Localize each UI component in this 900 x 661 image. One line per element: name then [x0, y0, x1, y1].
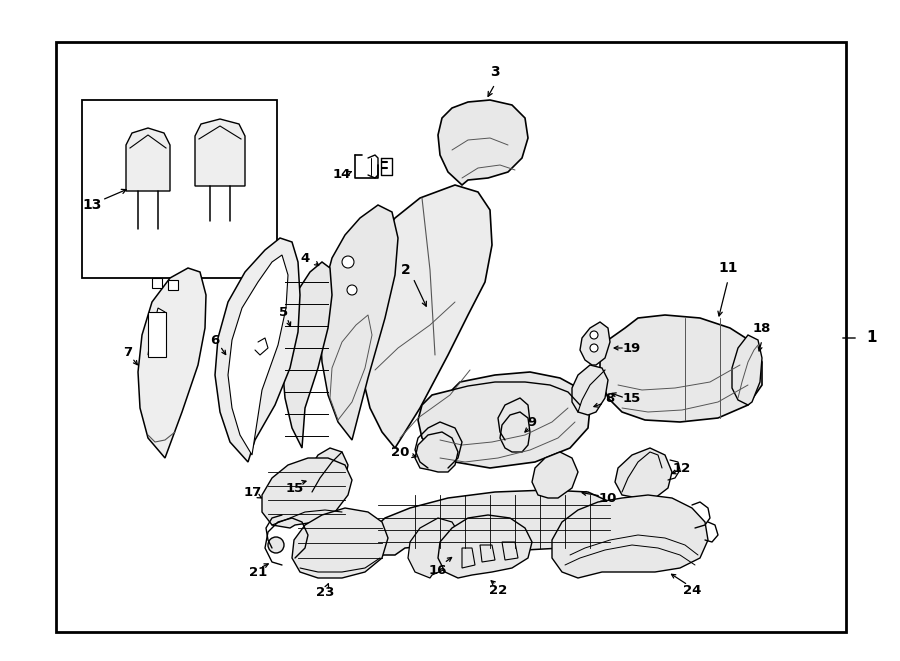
Text: 6: 6 — [211, 334, 220, 346]
Text: 21: 21 — [249, 566, 267, 578]
Polygon shape — [82, 100, 277, 278]
Polygon shape — [408, 518, 462, 578]
Polygon shape — [368, 490, 615, 555]
Text: 10: 10 — [598, 492, 617, 504]
Text: 19: 19 — [623, 342, 641, 354]
Circle shape — [590, 344, 598, 352]
Text: 18: 18 — [752, 321, 771, 334]
Polygon shape — [308, 448, 348, 502]
Polygon shape — [600, 315, 762, 422]
Polygon shape — [126, 128, 170, 191]
Polygon shape — [500, 412, 530, 452]
Text: 15: 15 — [286, 481, 304, 494]
Circle shape — [342, 256, 354, 268]
Polygon shape — [615, 448, 672, 498]
Polygon shape — [552, 495, 708, 578]
Text: 3: 3 — [491, 65, 500, 79]
Polygon shape — [215, 238, 300, 462]
Text: 17: 17 — [244, 485, 262, 498]
Text: 5: 5 — [279, 305, 289, 319]
Polygon shape — [56, 42, 846, 632]
Text: 15: 15 — [623, 391, 641, 405]
Polygon shape — [580, 322, 610, 365]
Text: 22: 22 — [489, 584, 507, 596]
Polygon shape — [320, 205, 398, 440]
Text: 4: 4 — [301, 251, 310, 264]
Polygon shape — [228, 255, 288, 455]
Circle shape — [268, 537, 284, 553]
Bar — [152, 278, 162, 288]
Polygon shape — [292, 508, 388, 578]
Polygon shape — [138, 268, 206, 458]
Text: 7: 7 — [123, 346, 132, 358]
Polygon shape — [438, 100, 528, 185]
Text: 23: 23 — [316, 586, 334, 598]
Polygon shape — [438, 515, 532, 578]
Polygon shape — [462, 548, 475, 568]
Polygon shape — [195, 119, 245, 186]
Polygon shape — [358, 185, 492, 448]
Text: 11: 11 — [718, 261, 738, 275]
Text: 1: 1 — [867, 330, 877, 346]
Polygon shape — [148, 308, 165, 355]
Bar — [148, 312, 166, 357]
Text: 2: 2 — [401, 263, 411, 277]
Circle shape — [347, 285, 357, 295]
Text: 9: 9 — [527, 416, 536, 428]
Polygon shape — [480, 545, 495, 562]
Polygon shape — [478, 542, 512, 562]
Polygon shape — [732, 335, 762, 405]
Circle shape — [590, 331, 598, 339]
Polygon shape — [572, 365, 608, 415]
Text: 8: 8 — [606, 391, 615, 405]
Polygon shape — [262, 458, 352, 528]
Polygon shape — [282, 262, 332, 448]
Bar — [168, 280, 178, 290]
Text: 12: 12 — [673, 461, 691, 475]
Text: 16: 16 — [428, 563, 447, 576]
Polygon shape — [502, 542, 518, 560]
Text: 13: 13 — [82, 198, 102, 212]
Text: 24: 24 — [683, 584, 701, 596]
Polygon shape — [415, 432, 458, 472]
Polygon shape — [418, 372, 590, 468]
Text: 20: 20 — [391, 446, 410, 459]
Text: 14: 14 — [333, 169, 351, 182]
Polygon shape — [532, 452, 578, 498]
